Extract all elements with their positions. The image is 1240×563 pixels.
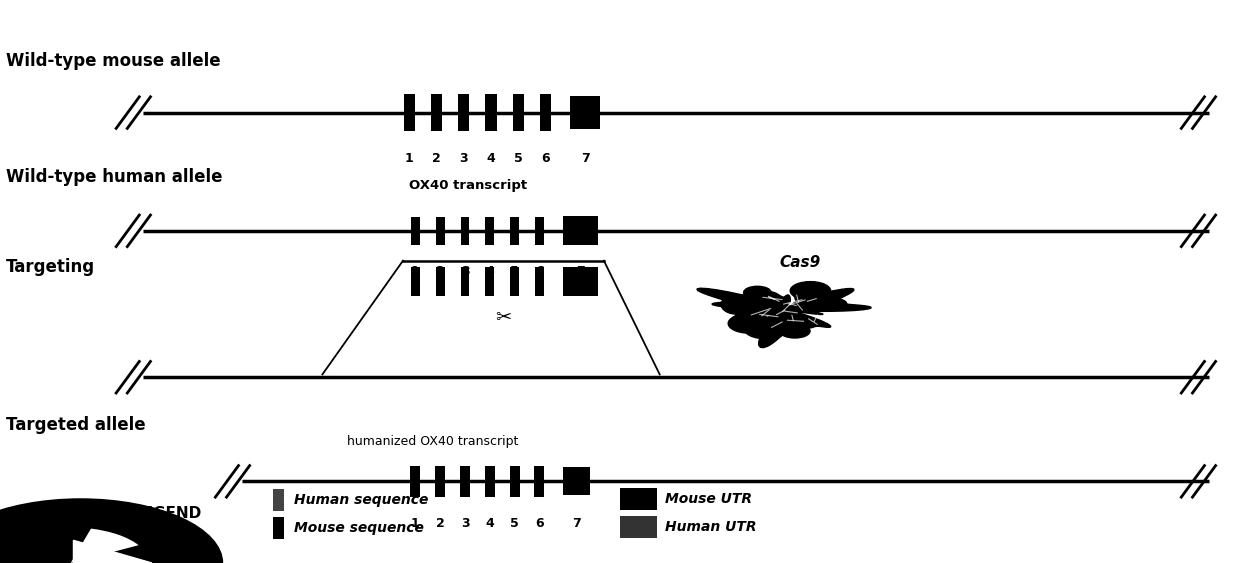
Bar xyxy=(486,217,494,245)
Bar xyxy=(486,94,496,131)
Bar xyxy=(570,96,600,129)
Text: 4: 4 xyxy=(486,152,496,166)
Circle shape xyxy=(795,291,827,305)
Circle shape xyxy=(790,282,831,300)
Polygon shape xyxy=(697,285,872,347)
Bar xyxy=(412,267,419,296)
Bar xyxy=(536,217,543,245)
Text: 3: 3 xyxy=(461,265,469,278)
Text: Targeted allele: Targeted allele xyxy=(6,415,146,434)
Text: 3: 3 xyxy=(461,517,469,530)
Bar xyxy=(432,94,443,131)
Text: 2: 2 xyxy=(435,265,445,278)
Text: 2: 2 xyxy=(435,517,445,530)
Text: Human sequence: Human sequence xyxy=(294,493,428,507)
Bar xyxy=(436,217,445,245)
Bar xyxy=(563,267,598,296)
Bar xyxy=(486,267,494,296)
Bar xyxy=(620,516,657,538)
Text: 3: 3 xyxy=(460,152,467,166)
Bar xyxy=(412,217,419,245)
Bar xyxy=(273,517,284,539)
Circle shape xyxy=(794,288,822,301)
Circle shape xyxy=(795,290,830,306)
Text: OX40 transcript: OX40 transcript xyxy=(409,178,527,192)
Circle shape xyxy=(740,300,771,314)
Text: 4: 4 xyxy=(485,265,495,278)
Wedge shape xyxy=(71,529,139,563)
Text: 5: 5 xyxy=(513,152,523,166)
Text: 4: 4 xyxy=(485,517,495,530)
Text: Mouse sequence: Mouse sequence xyxy=(294,521,424,535)
Bar xyxy=(273,489,284,511)
Circle shape xyxy=(806,289,823,297)
Wedge shape xyxy=(0,498,223,563)
Text: 6: 6 xyxy=(536,265,543,278)
Bar xyxy=(620,488,657,510)
Text: 1: 1 xyxy=(404,152,414,166)
Text: Wild-type mouse allele: Wild-type mouse allele xyxy=(6,52,221,70)
Bar xyxy=(513,94,523,131)
Text: 1: 1 xyxy=(410,265,420,278)
Text: ✂: ✂ xyxy=(495,308,512,327)
Circle shape xyxy=(722,298,759,315)
Bar xyxy=(436,267,445,296)
Polygon shape xyxy=(73,540,151,563)
Bar xyxy=(461,217,469,245)
Text: 6: 6 xyxy=(542,152,549,166)
Circle shape xyxy=(730,313,770,331)
Bar xyxy=(541,94,551,131)
Text: LEGEND: LEGEND xyxy=(133,506,202,521)
Text: Mouse UTR: Mouse UTR xyxy=(665,492,751,506)
Text: Wild-type human allele: Wild-type human allele xyxy=(6,168,223,186)
Text: 7: 7 xyxy=(572,517,582,530)
Text: 2: 2 xyxy=(432,152,441,166)
Text: 5: 5 xyxy=(510,265,520,278)
Bar xyxy=(563,216,598,245)
Text: 5: 5 xyxy=(510,517,520,530)
Text: 6: 6 xyxy=(536,517,543,530)
Bar xyxy=(410,466,420,497)
Text: humanized OX40 transcript: humanized OX40 transcript xyxy=(347,435,518,448)
Text: Targeting: Targeting xyxy=(6,258,95,276)
Text: Cas9: Cas9 xyxy=(779,255,821,270)
Bar xyxy=(563,467,590,495)
Bar xyxy=(510,466,520,497)
Bar xyxy=(534,466,544,497)
Bar xyxy=(511,267,520,296)
Text: 1: 1 xyxy=(410,517,420,530)
Bar xyxy=(435,466,445,497)
Circle shape xyxy=(776,318,804,330)
Text: 7: 7 xyxy=(575,265,585,278)
Bar xyxy=(460,466,470,497)
Bar xyxy=(461,267,469,296)
Circle shape xyxy=(823,299,847,309)
Circle shape xyxy=(720,295,763,314)
Bar xyxy=(536,267,543,296)
Bar xyxy=(511,217,520,245)
Bar xyxy=(404,94,414,131)
Text: 7: 7 xyxy=(580,152,590,166)
Bar xyxy=(459,94,469,131)
Circle shape xyxy=(744,319,787,339)
Circle shape xyxy=(744,287,771,299)
Text: Human UTR: Human UTR xyxy=(665,520,756,534)
Bar xyxy=(485,466,495,497)
Circle shape xyxy=(780,324,810,338)
Circle shape xyxy=(728,314,771,333)
